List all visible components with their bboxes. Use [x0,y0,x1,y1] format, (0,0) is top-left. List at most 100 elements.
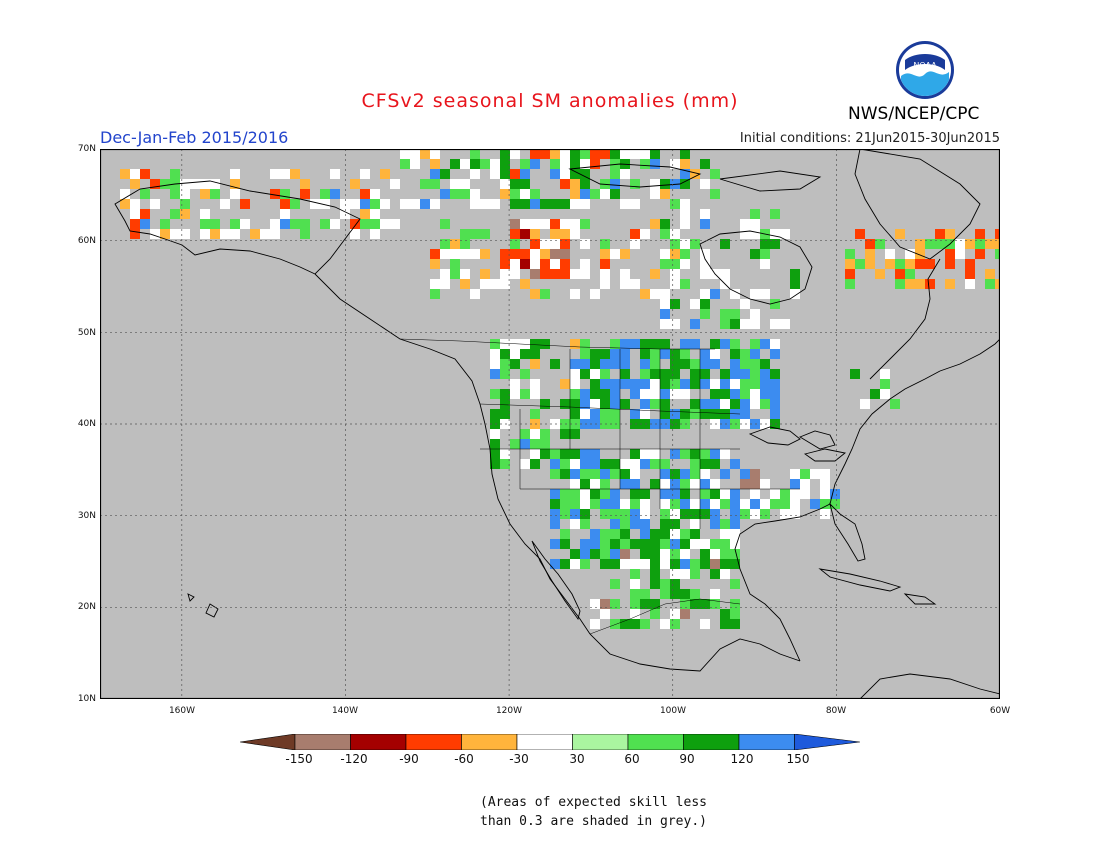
anomaly-cell [995,229,1000,239]
anomaly-cell [570,409,580,419]
anomaly-cell [200,219,210,229]
anomaly-cell [600,249,610,259]
anomaly-cell [600,239,610,249]
anomaly-cell [610,469,620,479]
anomaly-cell [420,199,430,209]
anomaly-cell [160,179,170,189]
anomaly-cell [630,589,640,599]
anomaly-cell [610,459,620,469]
anomaly-cell [300,189,310,199]
anomaly-cell [580,469,590,479]
political-boundaries [399,338,800,635]
anomaly-cell [620,539,630,549]
anomaly-cell [590,149,600,159]
anomaly-cell [945,279,955,289]
anomaly-cell [680,569,690,579]
anomaly-cell [600,359,610,369]
anomaly-cell [530,349,540,359]
anomaly-cell [790,469,800,479]
anomaly-cell [710,449,720,459]
anomaly-cell [670,349,680,359]
anomaly-cell [450,249,460,259]
anomaly-cell [820,509,830,519]
anomaly-cell [720,489,730,499]
anomaly-cell [230,189,240,199]
anomaly-cell [630,619,640,629]
graticule [100,149,1000,699]
anomaly-cell [490,459,500,469]
anomaly-cell [880,369,890,379]
anomaly-cell [700,499,710,509]
anomaly-cell [630,569,640,579]
anomaly-cell [890,399,900,409]
anomaly-cell [710,409,720,419]
anomaly-cell [270,229,280,239]
anomaly-cell [770,399,780,409]
anomaly-cell [360,199,370,209]
anomaly-cell [680,589,690,599]
anomaly-cell [130,169,140,179]
anomaly-cell [650,479,660,489]
anomaly-cell [935,229,945,239]
logo-text: NOAA [913,61,937,70]
anomaly-cell [800,469,810,479]
anomaly-cell [520,459,530,469]
anomaly-cell [500,149,510,159]
anomaly-cell [680,239,690,249]
anomaly-cell [660,229,670,239]
anomaly-cell [590,399,600,409]
legend-bin [683,734,740,750]
anomaly-cell [895,259,905,269]
anomaly-cell [650,609,660,619]
anomaly-cell [650,219,660,229]
anomaly-cell [680,479,690,489]
anomaly-cell [170,209,180,219]
anomaly-cell [770,499,780,509]
anomaly-cell [690,459,700,469]
anomaly-cell [570,469,580,479]
anomaly-cell [360,219,370,229]
anomaly-cell [570,449,580,459]
anomaly-cell [670,539,680,549]
anomaly-cell [870,389,880,399]
anomaly-cell [790,269,800,279]
anomaly-cell [975,249,985,259]
anomaly-cell [660,509,670,519]
anomaly-cell [560,239,570,249]
anomaly-cell [720,609,730,619]
anomaly-cell [580,219,590,229]
anomaly-cell [590,189,600,199]
anomaly-cell [620,339,630,349]
anomaly-cell [760,339,770,349]
anomaly-cell [640,229,650,239]
anomaly-cell [510,239,520,249]
anomaly-cell [370,189,380,199]
anomaly-cell [130,229,140,239]
anomaly-cell [550,469,560,479]
anomaly-cell [630,609,640,619]
anomaly-cell [580,339,590,349]
anomaly-cell [955,239,965,249]
anomaly-cell [710,599,720,609]
anomaly-cell [690,539,700,549]
anomaly-cell [610,159,620,169]
anomaly-cell [270,219,280,229]
anomaly-cell [670,269,680,279]
anomaly-cell [180,229,190,239]
anomaly-cell [630,449,640,459]
anomaly-cell [750,499,760,509]
anomaly-cell [680,169,690,179]
anomaly-cell [500,349,510,359]
anomaly-cell [630,519,640,529]
anomaly-cell [630,199,640,209]
anomaly-cell [570,269,580,279]
anomaly-cell [600,509,610,519]
anomaly-cell [470,199,480,209]
anomaly-cell [510,269,520,279]
anomaly-cell [530,259,540,269]
anomaly-cell [580,169,590,179]
anomaly-cell [700,549,710,559]
anomaly-cell [670,359,680,369]
anomaly-cell [490,359,500,369]
anomaly-cell [500,259,510,269]
